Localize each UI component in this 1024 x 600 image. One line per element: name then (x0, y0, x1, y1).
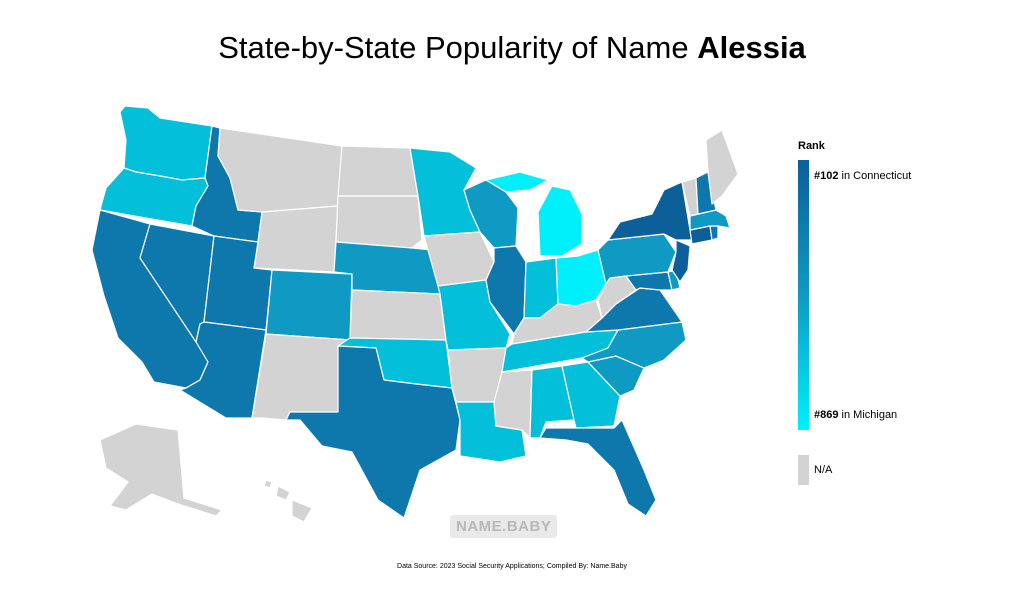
state-washington[interactable] (119, 105, 213, 181)
state-new-york[interactable] (607, 181, 693, 241)
us-map (90, 95, 760, 535)
state-rhode-island[interactable] (709, 225, 719, 241)
state-michigan[interactable] (485, 171, 583, 257)
watermark-logo: NAME.BABY (450, 515, 558, 538)
state-new-mexico[interactable] (251, 333, 351, 421)
state-colorado[interactable] (265, 269, 353, 341)
legend-title: Rank (798, 140, 825, 152)
state-new-hampshire[interactable] (695, 171, 717, 215)
legend-top-rank: #102 (814, 170, 839, 182)
legend-top-label: #102 in Connecticut (814, 170, 911, 182)
state-north-carolina[interactable] (581, 321, 687, 369)
state-massachusetts[interactable] (689, 209, 731, 231)
state-montana[interactable] (217, 127, 343, 213)
title-name: Alessia (697, 30, 806, 65)
state-south-dakota[interactable] (335, 195, 423, 249)
state-maine[interactable] (705, 129, 739, 205)
legend-na-swatch (798, 455, 809, 485)
state-kansas[interactable] (349, 289, 447, 341)
legend-bottom-rank: #869 (814, 409, 839, 421)
map-title: State-by-State Popularity of Name Alessi… (0, 30, 1024, 66)
legend-bottom-text: in Michigan (838, 409, 898, 421)
legend-top-text: in Connecticut (838, 170, 912, 182)
us-map-svg (91, 105, 739, 523)
legend-color-bar (798, 160, 809, 430)
title-prefix: State-by-State Popularity of Name (218, 30, 689, 65)
state-texas[interactable] (285, 345, 461, 519)
legend-na-label: N/A (814, 464, 833, 476)
state-florida[interactable] (539, 419, 657, 517)
state-wyoming[interactable] (253, 205, 339, 273)
state-alaska[interactable] (99, 423, 223, 517)
data-source: Data Source: 2023 Social Security Applic… (397, 563, 627, 570)
state-hawaii[interactable] (263, 479, 313, 523)
state-ohio[interactable] (555, 249, 607, 307)
legend-bottom-label: #869 in Michigan (814, 409, 897, 421)
state-north-dakota[interactable] (337, 145, 419, 197)
state-new-jersey[interactable] (671, 239, 691, 283)
